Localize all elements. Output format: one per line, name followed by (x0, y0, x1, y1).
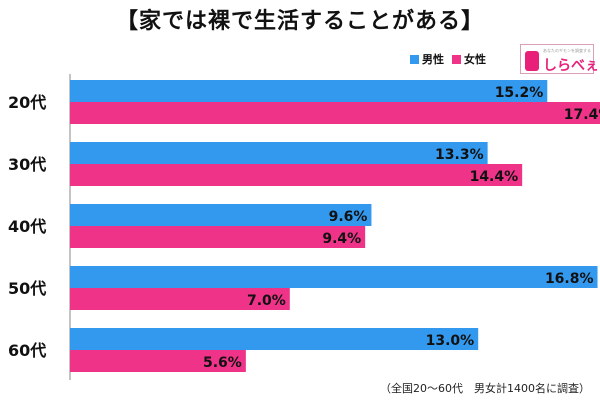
data-label: 5.6% (203, 355, 242, 371)
bar-male (70, 80, 548, 102)
legend-item-male: 男性 (410, 51, 444, 67)
data-label: 15.2% (495, 85, 544, 101)
category-label: 30代 (8, 155, 46, 174)
logo-text: しらべぇ (543, 58, 599, 74)
data-label: 14.4% (470, 169, 519, 185)
data-label: 13.0% (426, 333, 475, 349)
legend: 男性 女性 (410, 50, 494, 68)
category-label: 20代 (8, 93, 46, 112)
legend-swatch-female (452, 54, 461, 64)
brand-logo: あなたのギモンを調査する しらべぇ (520, 44, 599, 74)
footnote: （全国20～60代 男女計1400名に調査） (380, 382, 590, 395)
legend-swatch-male (410, 54, 419, 64)
legend-item-female: 女性 (452, 51, 486, 67)
bar-female (70, 226, 366, 248)
bar-male (70, 204, 372, 226)
data-label: 16.8% (545, 271, 594, 287)
legend-label-female: 女性 (464, 53, 486, 66)
bar-female (70, 288, 290, 310)
data-label: 9.4% (322, 231, 361, 247)
data-label: 17.4% (564, 107, 600, 123)
data-label: 9.6% (329, 209, 368, 225)
bar-male (70, 266, 598, 288)
bar-female (70, 164, 523, 186)
bar-female (70, 102, 600, 124)
category-label: 60代 (8, 341, 46, 360)
bar-female (70, 350, 246, 372)
data-label: 7.0% (247, 293, 286, 309)
category-label: 50代 (8, 279, 46, 298)
legend-label-male: 男性 (422, 53, 444, 66)
data-label: 13.3% (435, 147, 484, 163)
bar-male (70, 328, 479, 350)
bar-male (70, 142, 488, 164)
category-label: 40代 (8, 217, 46, 236)
logo-tagline: あなたのギモンを調査する (543, 48, 591, 53)
chart-title: 【家では裸で生活することがある】 (115, 9, 484, 34)
logo-mark-icon (525, 51, 539, 71)
